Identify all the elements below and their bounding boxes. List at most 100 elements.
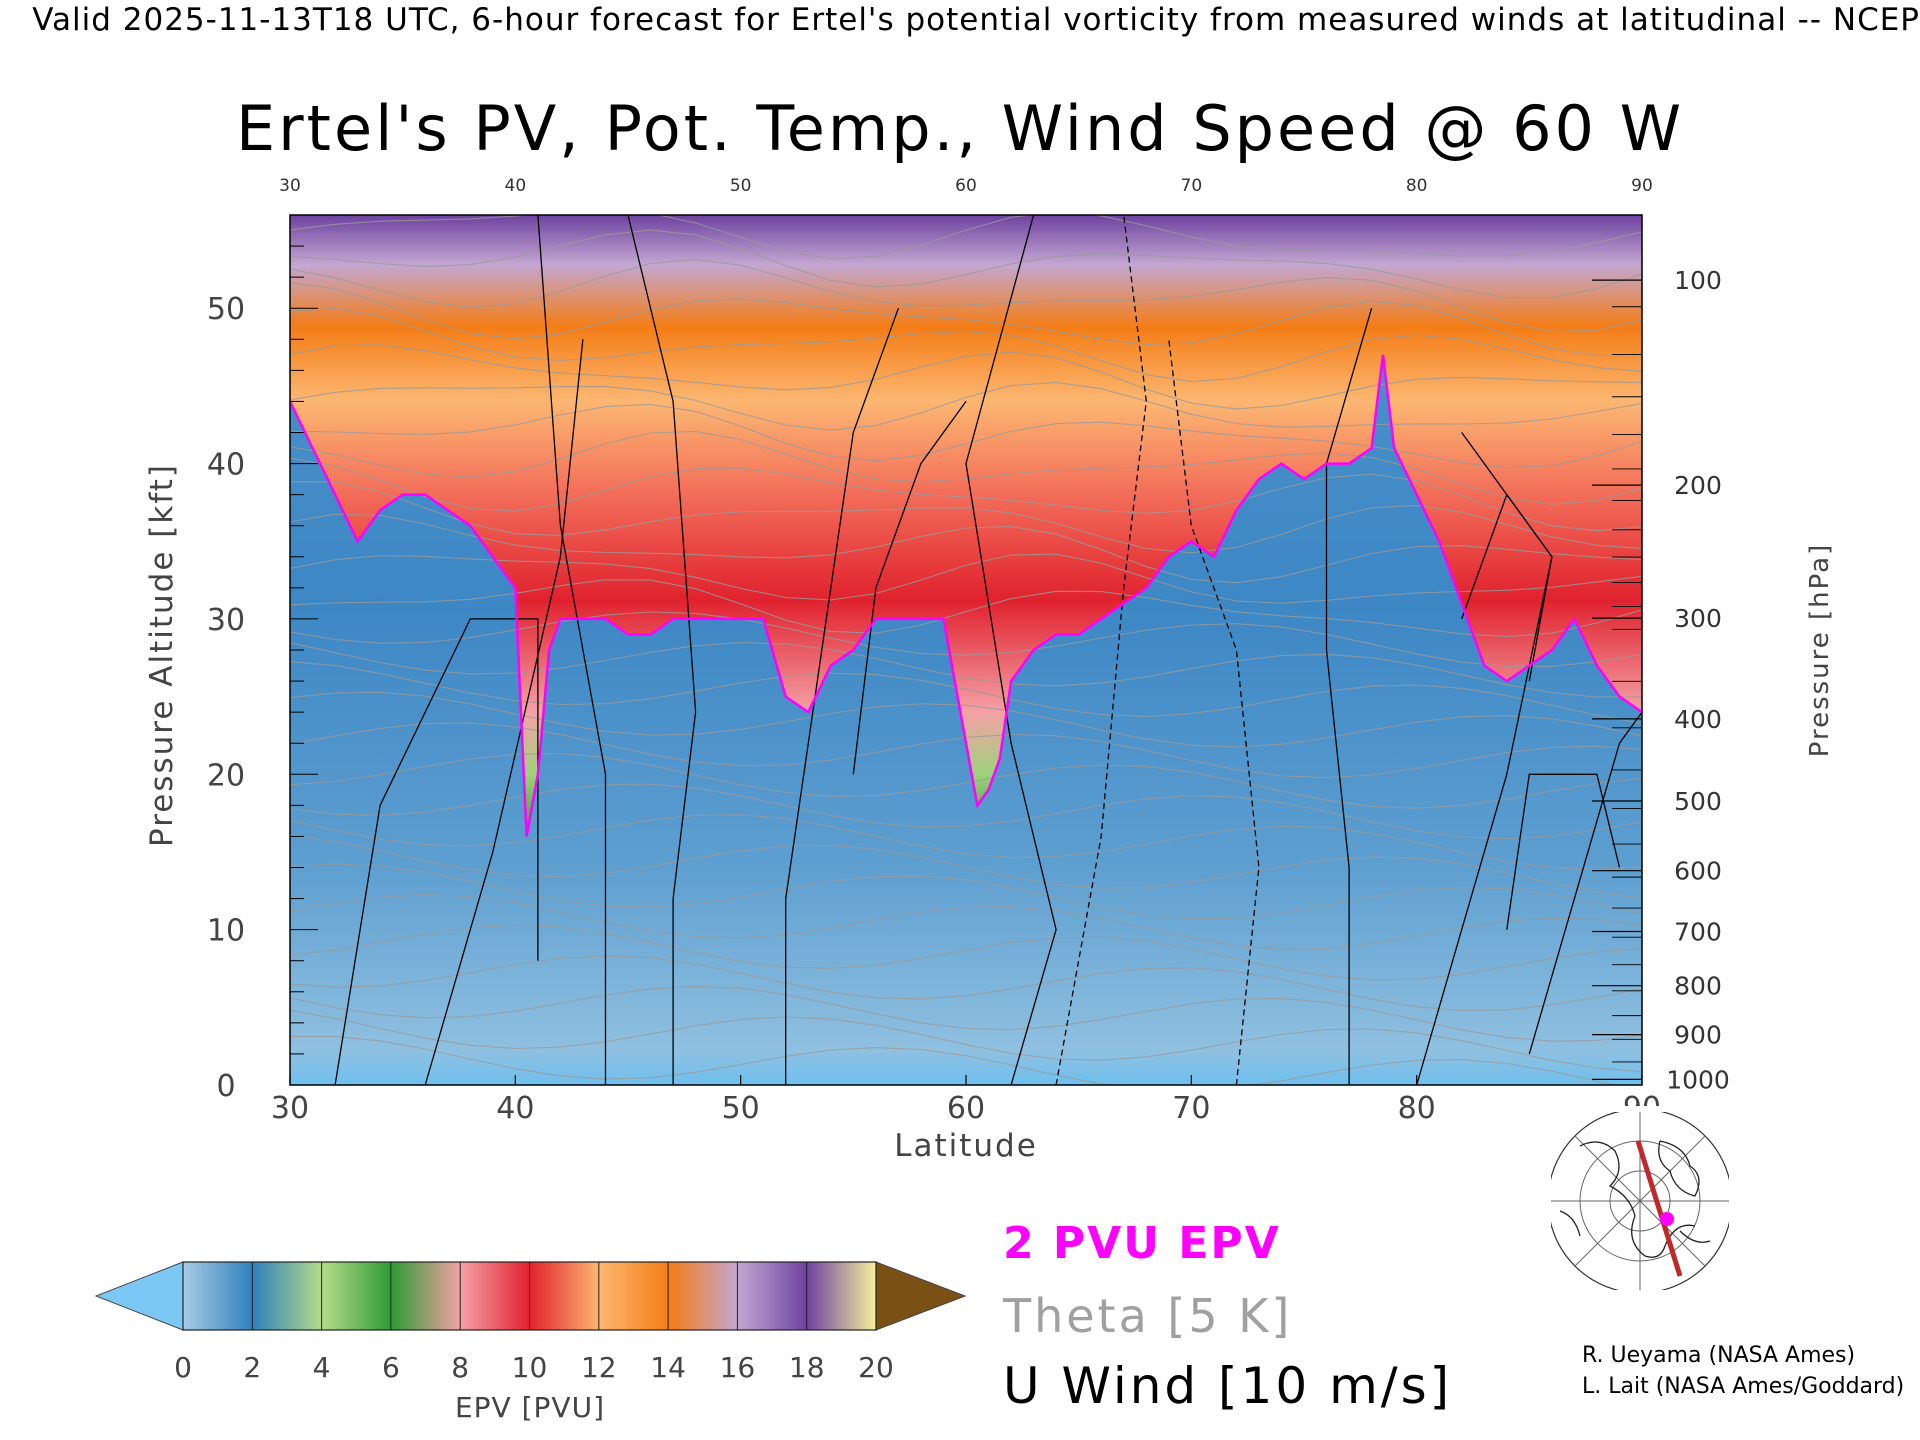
theta-contour	[290, 282, 1642, 357]
y-tick-label: 40	[207, 448, 245, 483]
colorbar-tick-label: 20	[858, 1351, 894, 1384]
credit-line: R. Ueyama (NASA Ames)	[1582, 1343, 1856, 1368]
colorbar-under-arrow	[94, 1261, 184, 1331]
plot-area	[290, 215, 1642, 1085]
wind-contour	[1168, 339, 1260, 1085]
theta-contour	[290, 259, 1642, 333]
wind-contour	[334, 618, 539, 1085]
pressure-tick-label: 500	[1674, 787, 1722, 816]
theta-contour	[290, 344, 1642, 410]
credit-line: L. Lait (NASA Ames/Goddard)	[1582, 1374, 1905, 1399]
colorbar-tick-label: 12	[581, 1351, 617, 1384]
colorbar-tick-label: 16	[720, 1351, 756, 1384]
x-top-tick-label: 90	[1631, 176, 1653, 196]
colorbar-label: EPV [PVU]	[455, 1391, 605, 1424]
pressure-tick-label: 600	[1674, 857, 1722, 886]
x-tick-label: 60	[947, 1091, 985, 1126]
pressure-tick-label: 200	[1674, 471, 1722, 500]
colorbar-frame	[182, 1261, 877, 1331]
x-tick-label: 30	[271, 1091, 309, 1126]
x-top-tick-label: 80	[1406, 176, 1428, 196]
legend: 2 PVU EPV Theta [5 K] U Wind [10 m/s]	[1002, 1218, 1452, 1415]
legend-entry: U Wind [10 m/s]	[1003, 1357, 1452, 1415]
pressure-tick-label: 300	[1674, 604, 1722, 633]
theta-contour	[290, 1009, 1642, 1073]
wind-contour	[1506, 773, 1621, 930]
theta-contour	[290, 513, 1642, 584]
theta-contour	[290, 924, 1642, 981]
colorbar-over-arrow	[875, 1261, 967, 1331]
colorbar-segment	[252, 1262, 323, 1330]
legend-entry: 2 PVU EPV	[1003, 1218, 1281, 1269]
theta-contour	[290, 430, 1642, 505]
colorbar-segment	[529, 1262, 600, 1330]
epv-colorbar	[94, 1261, 967, 1331]
pressure-tick-label: 1000	[1666, 1065, 1730, 1094]
x-axis-label: Latitude	[894, 1128, 1038, 1164]
theta-contour	[290, 381, 1642, 431]
y-axis-label: Pressure Altitude [kft]	[144, 463, 180, 847]
x-top-tick-label: 30	[279, 176, 301, 196]
wind-contour	[1325, 308, 1373, 1085]
y-tick-label: 0	[216, 1069, 235, 1104]
theta-contour	[290, 481, 1642, 554]
colorbar-segment	[390, 1262, 461, 1330]
wind-contour	[1461, 493, 1553, 682]
colorbar-tick-labels: 0 2 4 6 8 10 12 14 16 18 20	[174, 1351, 894, 1384]
theta-contour	[290, 661, 1642, 724]
pressure-tick-label: 400	[1674, 705, 1722, 734]
theta-contour	[290, 863, 1642, 920]
legend-entry: Theta [5 K]	[1002, 1289, 1292, 1343]
theta-contour	[290, 691, 1642, 748]
colorbar-segment	[806, 1262, 877, 1330]
credits: R. Ueyama (NASA Ames) L. Lait (NASA Ames…	[1582, 1340, 1904, 1402]
colorbar-tick-label: 6	[382, 1351, 400, 1384]
wind-contour	[537, 215, 607, 1085]
theta-contour	[290, 215, 1642, 260]
y-axis-right: 100 200 300 400 500 600 700 800 900 1000	[1592, 266, 1730, 1094]
theta-contour	[290, 457, 1642, 532]
colorbar-tick-label: 14	[650, 1351, 686, 1384]
theta-contour	[290, 814, 1642, 871]
y-axis-right-label: Pressure [hPa]	[1805, 543, 1835, 758]
x-top-tick-label: 60	[955, 176, 977, 196]
colorbar-segment	[668, 1262, 738, 1330]
x-tick-label: 70	[1172, 1091, 1210, 1126]
colorbar-segment	[737, 1262, 808, 1330]
theta-contour	[290, 308, 1642, 383]
chart-title: Ertel's PV, Pot. Temp., Wind Speed @ 60 …	[235, 92, 1684, 165]
colorbar-segment	[321, 1262, 392, 1330]
wind-contour	[1055, 215, 1147, 1085]
tropopause-2pvu-line	[290, 354, 1642, 837]
stratosphere-fill	[290, 215, 1642, 837]
wind-contour	[852, 401, 967, 775]
x-tick-label: 40	[496, 1091, 534, 1126]
pressure-tick-label: 800	[1674, 972, 1722, 1001]
wind-contour	[424, 339, 584, 1085]
pressure-tick-label: 900	[1674, 1021, 1722, 1050]
theta-contour	[290, 1035, 1618, 1085]
header-text: Valid 2025-11-13T18 UTC, 6-hour forecast…	[32, 2, 1920, 38]
theta-contour	[290, 642, 1642, 698]
x-axis-top: 30 40 50 60 70 80 90	[279, 176, 1653, 196]
y-tick-label: 10	[207, 914, 245, 949]
colorbar-segment	[460, 1262, 530, 1330]
theta-contour	[290, 894, 1642, 950]
colorbar-tick-label: 2	[243, 1351, 261, 1384]
colorbar-segment	[183, 1262, 253, 1330]
colorbar-tick-label: 10	[512, 1351, 548, 1384]
x-top-tick-label: 50	[730, 176, 752, 196]
y-axis-left: 0 10 20 30 40 50	[207, 214, 318, 1104]
x-tick-label: 80	[1398, 1091, 1436, 1126]
x-top-tick-label: 70	[1181, 176, 1203, 196]
colorbar-tick-label: 8	[451, 1351, 469, 1384]
wind-contour	[965, 215, 1057, 1085]
polar-map-icon	[1545, 1106, 1735, 1296]
colorbar-tick-label: 4	[313, 1351, 331, 1384]
theta-contour	[290, 229, 1642, 299]
y-tick-label: 50	[207, 292, 245, 327]
colorbar-segment	[598, 1262, 669, 1330]
theta-contour	[290, 403, 1642, 469]
theta-contours	[290, 215, 1642, 1085]
